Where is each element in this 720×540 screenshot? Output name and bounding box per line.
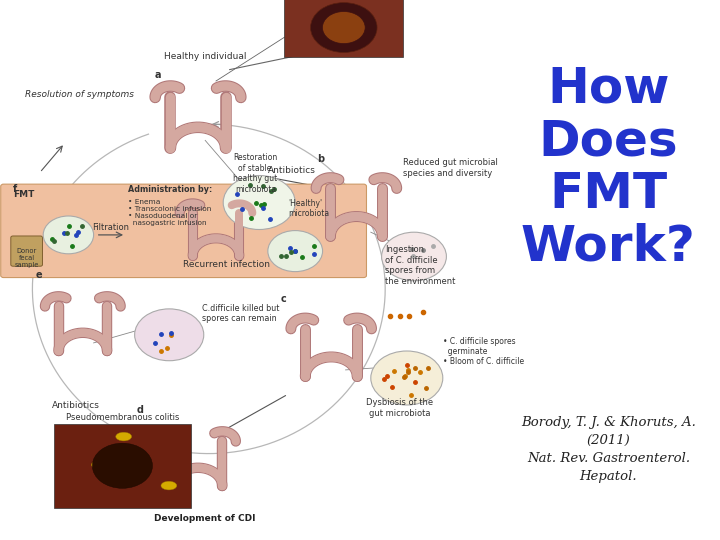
Ellipse shape [161, 481, 177, 490]
Circle shape [371, 351, 443, 405]
Ellipse shape [91, 461, 107, 469]
FancyBboxPatch shape [1, 184, 366, 278]
Text: Antibiotics: Antibiotics [268, 166, 315, 175]
Circle shape [223, 176, 295, 230]
Text: Antibiotics: Antibiotics [52, 401, 99, 410]
Text: Development of CDI: Development of CDI [155, 514, 256, 523]
Text: Pseudomembranous colitis: Pseudomembranous colitis [66, 413, 179, 422]
Text: How
Does
FMT
Work?: How Does FMT Work? [521, 65, 696, 271]
Text: FMT: FMT [13, 190, 35, 199]
FancyBboxPatch shape [54, 424, 191, 508]
Text: b: b [317, 154, 324, 164]
Text: Restoration
of stable,
healthy gut
microbiota: Restoration of stable, healthy gut micro… [233, 153, 278, 194]
Text: c: c [281, 294, 287, 305]
Ellipse shape [127, 460, 143, 468]
Ellipse shape [115, 460, 131, 468]
Text: d: d [137, 405, 144, 415]
Text: C.difficile killed but
spores can remain: C.difficile killed but spores can remain [202, 304, 279, 323]
Text: Healthy individual: Healthy individual [164, 52, 246, 62]
Text: e: e [36, 270, 42, 280]
Circle shape [43, 216, 94, 254]
Text: f: f [13, 184, 17, 194]
Text: • Enema
• Transcolonic infusion
• Nasoduodenal or
  nasogastric infusion: • Enema • Transcolonic infusion • Nasodu… [128, 199, 212, 226]
Text: Administration by:: Administration by: [128, 185, 212, 194]
Text: Borody, T. J. & Khoruts, A.
(2011)
Nat. Rev. Gastroenterol.
Hepatol.: Borody, T. J. & Khoruts, A. (2011) Nat. … [521, 416, 696, 483]
Text: Ingestion
of C. difficile
spores from
the environment: Ingestion of C. difficile spores from th… [385, 245, 456, 286]
Text: Dysbiosis of the
gut microbiota: Dysbiosis of the gut microbiota [366, 399, 433, 418]
Circle shape [310, 3, 377, 52]
Text: Filtration: Filtration [92, 222, 130, 232]
Circle shape [268, 231, 323, 272]
Text: Donor
fecal
sample: Donor fecal sample [14, 248, 39, 268]
Circle shape [382, 232, 446, 281]
Text: Reduced gut microbial
species and diversity: Reduced gut microbial species and divers… [403, 158, 498, 178]
Ellipse shape [116, 432, 132, 441]
Circle shape [323, 11, 365, 44]
Text: 'Healthy'
microbiota: 'Healthy' microbiota [288, 199, 329, 218]
Circle shape [92, 443, 153, 488]
Circle shape [135, 309, 204, 361]
Text: • C. difficile spores
  germinate
• Bloom of C. difficile: • C. difficile spores germinate • Bloom … [443, 337, 524, 367]
FancyBboxPatch shape [11, 236, 42, 266]
Text: a: a [155, 70, 161, 80]
Ellipse shape [111, 457, 127, 465]
Text: Resolution of symptoms: Resolution of symptoms [25, 90, 134, 99]
Text: Recurrent infection: Recurrent infection [184, 260, 270, 269]
FancyBboxPatch shape [284, 0, 403, 57]
